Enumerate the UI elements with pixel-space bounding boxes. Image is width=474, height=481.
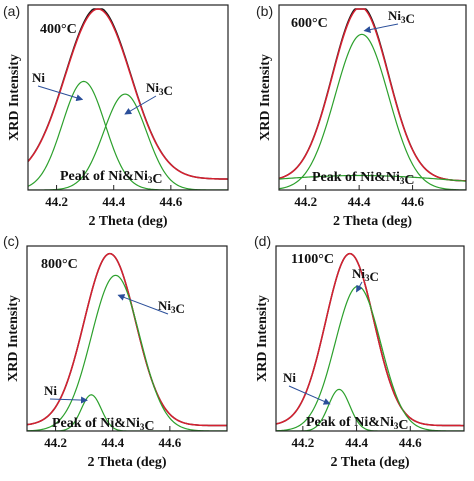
annotation-arrow [288, 385, 331, 405]
series-line-component [27, 274, 227, 431]
plot-frame [275, 245, 465, 432]
x-axis-title: 2 Theta (deg) [87, 455, 166, 470]
x-tick-label: 44.2 [44, 435, 67, 450]
panel-letter: (d) [254, 233, 271, 249]
series-line-component [276, 285, 464, 431]
y-axis-title: XRD Intensity [6, 295, 21, 382]
peak-label: Peak of Ni&Ni3C [60, 169, 163, 187]
temperature-label: 800°C [41, 257, 78, 272]
peak-label: Peak of Ni&Ni3C [306, 415, 409, 433]
phase-label: Ni3C [158, 298, 185, 316]
annotation-arrow [363, 23, 399, 33]
peak-label: Peak of Ni&Ni3C [312, 170, 415, 188]
annotation-arrow [117, 294, 169, 315]
x-axis-title: 2 Theta (deg) [330, 455, 409, 470]
x-tick-label: 44.4 [345, 435, 368, 450]
panel-letter: (c) [3, 233, 19, 249]
phase-label: Ni [283, 370, 296, 385]
chart-panel-2: 44.2 44.4 44.6 2 Theta (deg) XRD Intensity (b… [256, 3, 467, 229]
y-axis-title: XRD Intensity [258, 54, 273, 141]
x-tick-label: 44.6 [158, 435, 181, 450]
x-tick-label: 44.6 [401, 194, 424, 209]
y-axis-title: XRD Intensity [7, 54, 22, 141]
panel-letter: (a) [3, 3, 20, 19]
phase-label: Ni3C [388, 8, 415, 26]
temperature-label: 1100°C [291, 252, 334, 267]
plot-frame [27, 4, 229, 191]
x-tick-label: 44.4 [101, 435, 124, 450]
temperature-label: 400°C [40, 22, 77, 37]
series-line-fit-sum [27, 252, 227, 427]
plot-frame [26, 245, 228, 432]
x-axis-title: 2 Theta (deg) [88, 214, 167, 229]
phase-label: Ni [44, 383, 57, 398]
series-line-component [28, 80, 228, 190]
x-tick-label: 44.2 [291, 435, 314, 450]
series-line-fit-sum [28, 8, 228, 180]
x-tick-label: 44.2 [294, 194, 317, 209]
y-axis-title: XRD Intensity [255, 295, 270, 382]
series-line-component [279, 33, 466, 190]
panel-letter: (b) [256, 3, 273, 19]
x-tick-label: 44.4 [348, 194, 371, 209]
x-tick-label: 44.4 [102, 194, 125, 209]
phase-label: Ni3C [146, 80, 173, 98]
annotation-arrow [37, 85, 84, 102]
temperature-label: 600°C [291, 16, 328, 31]
annotation-arrow [124, 95, 157, 115]
plot-frame [278, 4, 467, 191]
x-tick-label: 44.6 [159, 194, 182, 209]
x-tick-label: 44.2 [45, 194, 68, 209]
series-line-component [279, 174, 466, 182]
phase-label: Ni [32, 70, 45, 85]
chart-panel-3: 44.2 44.4 44.6 2 Theta (deg) XRD Intensity (c… [3, 233, 228, 470]
annotation-arrow [356, 281, 363, 293]
annotation-arrow [49, 396, 88, 404]
phase-label: Ni3C [352, 266, 379, 284]
series-line-measured [27, 252, 227, 427]
chart-panel-1: 44.2 44.4 44.6 2 Theta (deg) XRD Intensity (a… [3, 3, 229, 229]
x-axis-title: 2 Theta (deg) [333, 214, 412, 229]
chart-panel-4: 44.2 44.4 44.6 2 Theta (deg) XRD Intensity (d… [254, 233, 465, 470]
peak-label: Peak of Ni&Ni3C [52, 416, 155, 434]
series-line-fit-sum [279, 8, 466, 182]
x-tick-label: 44.6 [399, 435, 422, 450]
series-line-measured [279, 8, 466, 182]
